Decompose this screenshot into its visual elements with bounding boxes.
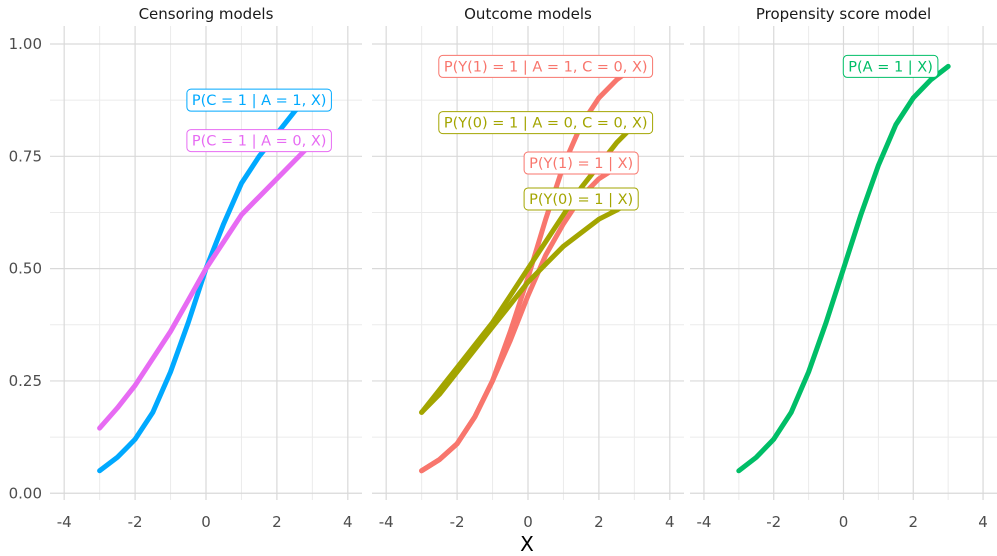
x-tick-label: -2 (450, 513, 465, 531)
series-label: P(C = 1 | A = 1, X) (186, 88, 332, 112)
series-line (419, 196, 637, 415)
series-label-box (523, 187, 639, 211)
panel-title: Outcome models (464, 5, 592, 23)
series-label-text: P(A = 1 | X) (848, 59, 933, 75)
series-label-text: P(Y(0) = 1 | X) (529, 192, 633, 208)
x-tick-label: -4 (379, 513, 394, 531)
x-tick-label: 2 (908, 513, 918, 531)
x-tick-label: 0 (523, 513, 533, 531)
series-label-box (438, 111, 654, 135)
y-tick-label: 0.25 (9, 372, 42, 390)
series-label-box (438, 54, 654, 78)
panel-1: Censoring models -4 -2 0 2 4 P(C = 1 | A = 1, … (50, 5, 362, 531)
y-tick-label: 0.00 (9, 484, 42, 502)
y-tick-label: 1.00 (9, 35, 42, 53)
series-label-box (842, 54, 939, 78)
series-line (736, 63, 951, 474)
x-tick-label: 0 (201, 513, 211, 531)
series-label: P(Y(0) = 1 | X) (523, 187, 639, 211)
series-label: P(Y(1) = 1 | A = 1, C = 0, X) (438, 54, 654, 78)
series-label-box (186, 129, 332, 153)
series-label: P(Y(1) = 1 | X) (523, 151, 639, 175)
panel-3: Propensity score model -4 -2 0 2 4 P(A = 1 | X… (690, 5, 997, 531)
x-tick-label: -4 (57, 513, 72, 531)
x-tick-label: 2 (272, 513, 282, 531)
x-axis-label: X (520, 532, 534, 556)
series-label: P(A = 1 | X) (842, 54, 939, 78)
series-line (97, 140, 315, 431)
series-label-text: P(Y(1) = 1 | A = 1, C = 0, X) (444, 59, 648, 75)
panel-2: Outcome models -4 -2 0 2 4 P(Y(1) = 1 | A = 1,… (372, 5, 684, 531)
series-label-box (523, 151, 639, 175)
x-tick-label: -4 (696, 513, 711, 531)
x-tick-label: 4 (665, 513, 675, 531)
x-tick-label: 2 (594, 513, 604, 531)
series-label-box (186, 88, 332, 112)
x-tick-label: 4 (978, 513, 988, 531)
y-tick-label: 0.50 (9, 260, 42, 278)
panel-title: Propensity score model (756, 5, 931, 23)
series-label-text: P(Y(0) = 1 | A = 0, C = 0, X) (444, 116, 648, 132)
series-label-text: P(Y(1) = 1 | X) (529, 156, 633, 172)
series-line (419, 158, 637, 474)
panel-title: Censoring models (139, 5, 274, 23)
series-label: P(C = 1 | A = 0, X) (186, 129, 332, 153)
series-label-text: P(C = 1 | A = 1, X) (192, 93, 327, 109)
x-tick-label: 0 (839, 513, 849, 531)
series-label-text: P(C = 1 | A = 0, X) (192, 134, 327, 150)
series-label: P(Y(0) = 1 | A = 0, C = 0, X) (438, 111, 654, 135)
y-tick-label: 0.75 (9, 147, 42, 165)
x-tick-label: -2 (128, 513, 143, 531)
x-tick-label: -2 (766, 513, 781, 531)
x-tick-label: 4 (343, 513, 353, 531)
